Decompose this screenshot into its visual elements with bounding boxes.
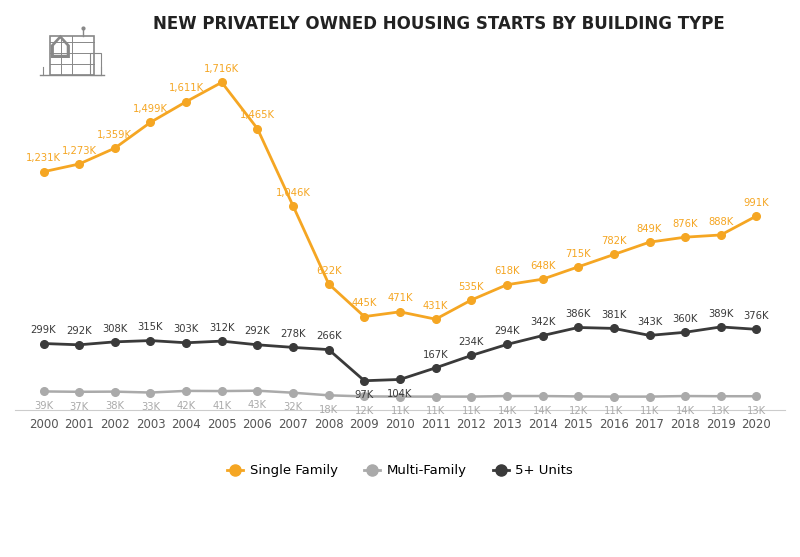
Text: 14K: 14K: [676, 405, 694, 416]
Text: 18K: 18K: [319, 405, 338, 415]
Text: 13K: 13K: [711, 406, 730, 416]
Text: 376K: 376K: [744, 311, 770, 321]
Text: 1,611K: 1,611K: [169, 84, 204, 94]
Text: 308K: 308K: [102, 324, 127, 334]
Text: 1,716K: 1,716K: [204, 64, 239, 74]
Text: 535K: 535K: [458, 282, 484, 292]
Text: 1,465K: 1,465K: [240, 110, 275, 120]
Text: 13K: 13K: [747, 406, 766, 416]
Text: 849K: 849K: [637, 224, 662, 234]
Title: NEW PRIVATELY OWNED HOUSING STARTS BY BUILDING TYPE: NEW PRIVATELY OWNED HOUSING STARTS BY BU…: [153, 15, 724, 33]
Text: 876K: 876K: [673, 219, 698, 229]
Text: 11K: 11K: [604, 406, 623, 416]
Text: 715K: 715K: [566, 248, 591, 258]
Text: ⌂: ⌂: [48, 28, 72, 66]
Text: 266K: 266K: [316, 331, 342, 341]
Text: 618K: 618K: [494, 266, 520, 276]
Text: 991K: 991K: [744, 198, 770, 208]
Text: 1,046K: 1,046K: [276, 188, 310, 198]
Text: 1,359K: 1,359K: [98, 130, 132, 140]
Text: 1,273K: 1,273K: [62, 146, 97, 155]
Text: 648K: 648K: [530, 261, 555, 271]
Text: 37K: 37K: [70, 402, 89, 412]
Text: 292K: 292K: [66, 326, 92, 336]
Text: 11K: 11K: [426, 406, 446, 416]
Text: 294K: 294K: [494, 326, 520, 336]
Text: 14K: 14K: [533, 405, 552, 416]
Legend: Single Family, Multi-Family, 5+ Units: Single Family, Multi-Family, 5+ Units: [222, 459, 578, 482]
Text: 41K: 41K: [212, 401, 231, 411]
Text: 343K: 343K: [637, 317, 662, 327]
Text: 360K: 360K: [673, 314, 698, 324]
Text: 234K: 234K: [458, 337, 484, 347]
Text: 303K: 303K: [174, 324, 198, 334]
Text: 43K: 43K: [248, 400, 267, 411]
Text: 39K: 39K: [34, 401, 53, 411]
Text: 299K: 299K: [30, 325, 56, 335]
Text: 381K: 381K: [602, 310, 626, 320]
Text: 312K: 312K: [209, 323, 234, 333]
Text: 389K: 389K: [708, 309, 734, 319]
Text: 782K: 782K: [601, 236, 626, 246]
Text: 97K: 97K: [354, 390, 374, 400]
Text: 888K: 888K: [708, 217, 734, 227]
Text: 445K: 445K: [352, 299, 377, 308]
Text: 33K: 33K: [141, 402, 160, 412]
Text: 315K: 315K: [138, 323, 163, 332]
Text: 38K: 38K: [106, 402, 124, 411]
Text: 386K: 386K: [566, 309, 591, 319]
Text: 32K: 32K: [283, 403, 302, 412]
Text: 42K: 42K: [177, 400, 196, 411]
Text: 622K: 622K: [316, 266, 342, 276]
Text: 12K: 12K: [354, 406, 374, 416]
Text: 104K: 104K: [387, 389, 413, 399]
Text: 12K: 12K: [569, 406, 588, 416]
Text: 11K: 11K: [390, 406, 410, 416]
Text: 431K: 431K: [423, 301, 448, 311]
Text: 167K: 167K: [423, 349, 449, 359]
Text: 11K: 11K: [640, 406, 659, 416]
Text: 471K: 471K: [387, 294, 413, 304]
Bar: [50, 36, 94, 75]
Text: 14K: 14K: [498, 405, 517, 416]
Text: 11K: 11K: [462, 406, 481, 416]
Text: 292K: 292K: [245, 326, 270, 336]
Bar: [90, 53, 101, 75]
Text: 342K: 342K: [530, 317, 555, 328]
Text: 278K: 278K: [280, 329, 306, 339]
Text: 1,499K: 1,499K: [133, 104, 168, 114]
Text: 1,231K: 1,231K: [26, 153, 61, 163]
